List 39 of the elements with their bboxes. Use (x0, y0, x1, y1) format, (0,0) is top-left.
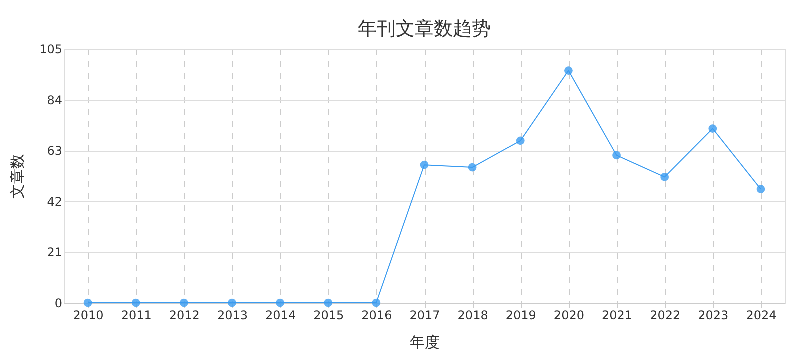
y-tick-label: 0 (54, 296, 62, 310)
x-tick-label: 2021 (602, 308, 633, 322)
y-tick-label: 42 (47, 194, 62, 209)
x-tick-label: 2018 (458, 308, 488, 322)
chart-title: 年刊文章数趋势 (358, 18, 491, 40)
y-tick-label: 63 (47, 144, 62, 158)
x-tick-label: 2022 (650, 308, 681, 322)
point (132, 298, 140, 308)
point (612, 151, 621, 160)
x-tick-label: 2019 (506, 308, 536, 322)
y-tick-label: 84 (47, 93, 62, 108)
point (84, 298, 92, 308)
x-tick-label: 2012 (169, 308, 200, 322)
point (372, 298, 381, 308)
y-tick-label: 21 (47, 246, 62, 260)
point (468, 163, 477, 172)
x-tick-label: 2011 (121, 308, 152, 322)
x-tick-label: 2020 (554, 308, 584, 322)
point (756, 185, 766, 194)
x-tick-label: 2013 (217, 308, 248, 322)
x-tick-label: 2010 (73, 308, 104, 322)
point (708, 124, 718, 134)
y-tick-label: 105 (40, 42, 62, 56)
point (228, 298, 236, 308)
x-tick-label: 2023 (698, 308, 729, 322)
point (276, 298, 284, 308)
point (516, 136, 525, 146)
x-tick-label: 2024 (746, 308, 777, 322)
point (564, 66, 573, 75)
x-tick-label: 2014 (266, 308, 296, 322)
point (180, 298, 188, 308)
x-tick-label: 2015 (314, 308, 344, 322)
x-tick-label: 2016 (362, 308, 392, 322)
y-axis-title: 文章数 (8, 154, 27, 199)
point (420, 160, 429, 170)
x-axis-title: 年度 (410, 334, 440, 352)
point (324, 298, 333, 308)
point (660, 173, 670, 182)
x-tick-label: 2017 (410, 308, 440, 322)
